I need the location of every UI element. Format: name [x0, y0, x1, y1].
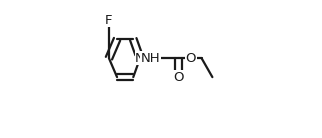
Text: F: F [105, 14, 113, 27]
Text: O: O [185, 52, 196, 65]
Text: N: N [135, 52, 145, 65]
Text: NH: NH [141, 52, 161, 65]
Text: O: O [173, 71, 184, 84]
